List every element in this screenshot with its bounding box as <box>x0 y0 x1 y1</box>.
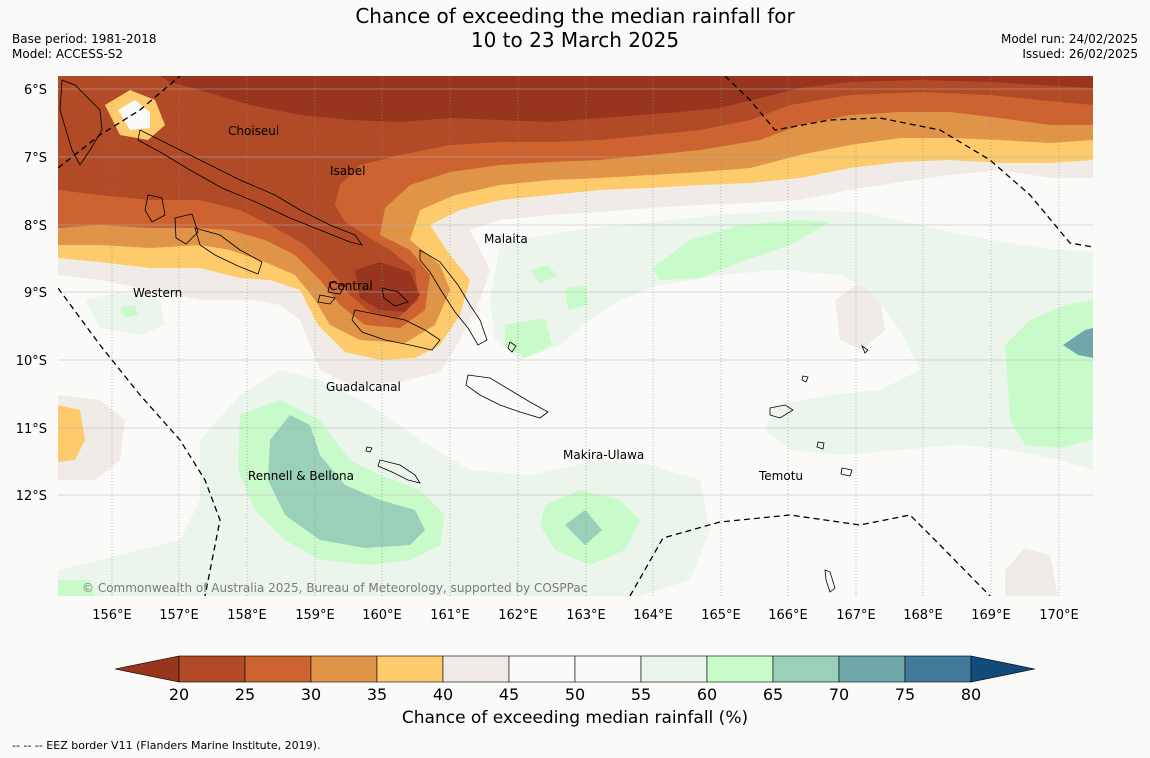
lon-label: 164°E <box>633 608 673 623</box>
contour-60-spot3 <box>505 318 552 358</box>
contour-60-spot4 <box>120 305 138 318</box>
contour-yellow-west <box>58 405 85 462</box>
lon-label: 160°E <box>362 608 402 623</box>
colorbar-extend-low <box>114 655 180 683</box>
colorbar-tick-label: 55 <box>631 685 651 704</box>
colorbar-tick-label: 45 <box>499 685 519 704</box>
lon-label: 158°E <box>227 608 267 623</box>
contour-beige-se <box>1005 548 1058 596</box>
contour-55-east <box>490 210 1093 470</box>
title-line-2: 10 to 23 March 2025 <box>470 28 680 52</box>
label-choiseul: Choiseul <box>228 124 279 138</box>
base-period: Base period: 1981-2018 <box>12 32 157 46</box>
longitude-labels: 156°E 157°E 158°E 159°E 160°E 161°E 162°… <box>92 608 1079 623</box>
lat-label: 6°S <box>24 83 47 98</box>
colorbar-tick-label: 80 <box>961 685 981 704</box>
colorbar-segment <box>772 655 840 683</box>
lon-label: 165°E <box>701 608 741 623</box>
model-name: Model: ACCESS-S2 <box>12 47 124 61</box>
model-run: Model run: 24/02/2025 <box>1000 32 1138 46</box>
copyright-notice: © Commonwealth of Australia 2025, Bureau… <box>82 581 587 595</box>
contour-60-spot2 <box>565 285 588 310</box>
colorbar-tick-label: 30 <box>301 685 321 704</box>
lat-label: 10°S <box>16 354 47 369</box>
contour-below-20-b <box>355 262 420 312</box>
colorbar-segment <box>178 655 246 683</box>
lon-label: 166°E <box>768 608 808 623</box>
lon-label: 159°E <box>295 608 335 623</box>
colorbar-ticks: 20 25 30 35 40 45 50 55 60 65 70 75 80 <box>169 685 981 704</box>
colorbar-tick-label: 25 <box>235 685 255 704</box>
colorbar-segment <box>706 655 774 683</box>
colorbar-tick-label: 35 <box>367 685 387 704</box>
latitude-labels: 6°S 7°S 8°S 9°S 10°S 11°S 12°S <box>16 83 47 504</box>
eez-border <box>58 76 1093 596</box>
colorbar-segment <box>574 655 642 683</box>
colorbar-segment <box>244 655 312 683</box>
colorbar-segment <box>508 655 576 683</box>
colorbar-segment <box>640 655 708 683</box>
colorbar-extend-high <box>970 655 1036 683</box>
lon-label: 163°E <box>566 608 606 623</box>
lat-label: 9°S <box>24 286 47 301</box>
colorbar-segment <box>904 655 972 683</box>
label-malaita: Malaita <box>484 232 528 246</box>
colorbar-tick-label: 70 <box>829 685 849 704</box>
colorbar-segment <box>442 655 510 683</box>
colorbar-tick-label: 75 <box>895 685 915 704</box>
colorbar-tick-label: 60 <box>697 685 717 704</box>
label-temotu: Temotu <box>758 469 803 483</box>
latitude-lines <box>58 88 1093 496</box>
title-line-1: Chance of exceeding the median rainfall … <box>355 4 795 28</box>
contour-65-rennell <box>268 415 425 548</box>
colorbar-title: Chance of exceeding median rainfall (%) <box>401 708 749 728</box>
contour-below-20 <box>160 76 1093 122</box>
lat-label: 11°S <box>16 422 47 437</box>
colorbar-segment <box>310 655 378 683</box>
label-isabel: Isabel <box>330 164 365 178</box>
lon-label: 170°E <box>1039 608 1079 623</box>
lon-label: 168°E <box>903 608 943 623</box>
label-guadalcanal: Guadalcanal <box>326 380 401 394</box>
contour-70-east <box>1063 328 1093 358</box>
eez-footnote: -- -- -- EEZ border V11 (Flanders Marine… <box>12 739 321 752</box>
lon-label: 161°E <box>430 608 470 623</box>
contour-65-mid <box>565 510 602 545</box>
lat-label: 8°S <box>24 219 47 234</box>
colorbar-tick-label: 20 <box>169 685 189 704</box>
contour-60-bottom-left <box>58 580 95 596</box>
contour-20 <box>58 76 1093 318</box>
lon-label: 169°E <box>971 608 1011 623</box>
contour-60-far-east <box>1005 300 1093 448</box>
label-makira-ulawa: Makira-Ulawa <box>563 448 644 462</box>
colorbar-tick-label: 65 <box>763 685 783 704</box>
colorbar-tick-label: 40 <box>433 685 453 704</box>
map-plot-area: Choiseul Isabel Malaita Central Western … <box>58 76 1093 596</box>
contour-60-east-band <box>652 220 830 280</box>
lat-label: 12°S <box>16 489 47 504</box>
lat-label: 7°S <box>24 151 47 166</box>
label-central: Central <box>329 279 373 293</box>
coastlines <box>59 79 869 593</box>
colorbar-tick-label: 50 <box>565 685 585 704</box>
label-rennell-bellona: Rennell & Bellona <box>248 469 354 483</box>
colorbar-segment <box>838 655 906 683</box>
contour-beige-east <box>835 283 885 350</box>
lon-label: 167°E <box>836 608 876 623</box>
lon-label: 156°E <box>92 608 132 623</box>
colorbar <box>114 655 1036 683</box>
lon-label: 162°E <box>498 608 538 623</box>
label-western: Western <box>133 286 182 300</box>
colorbar-segment <box>376 655 444 683</box>
lon-label: 157°E <box>159 608 199 623</box>
contour-60-spot1 <box>530 265 558 283</box>
issued-date: Issued: 26/02/2025 <box>1022 47 1138 61</box>
